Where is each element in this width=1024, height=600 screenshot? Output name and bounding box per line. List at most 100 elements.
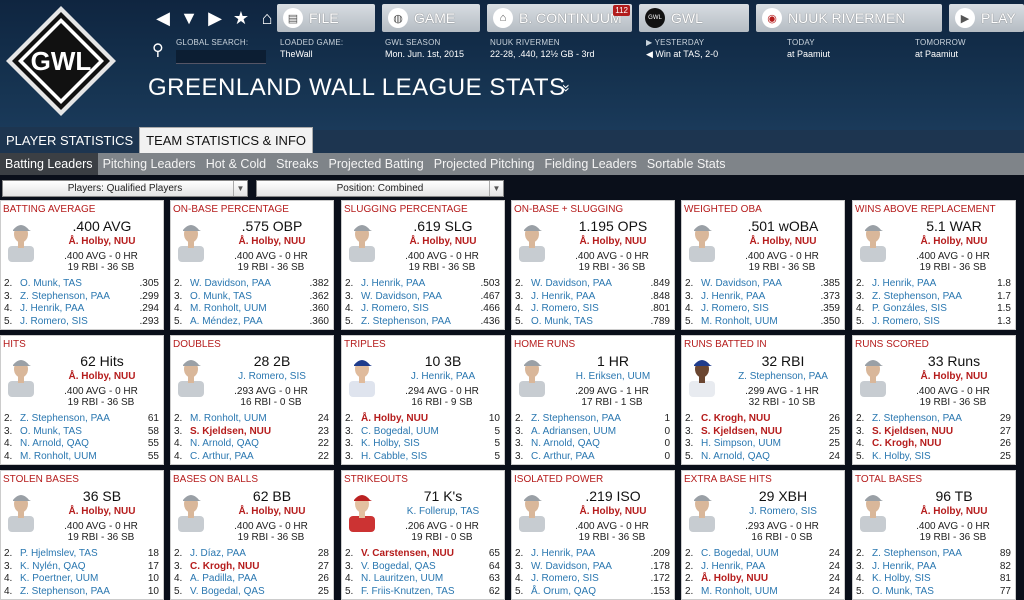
file-button[interactable]: ▤ FILE	[277, 4, 375, 32]
leader-card[interactable]: BASES ON BALLS 62 BB Å. Holby, NUU .400 AVG…	[170, 470, 334, 600]
title-chevron-icon[interactable]: »	[558, 84, 575, 92]
player-link[interactable]: Z. Stephenson, PAA	[20, 290, 110, 302]
player-link[interactable]: O. Munk, TAS	[190, 290, 252, 302]
player-avatar[interactable]	[858, 488, 888, 532]
player-link[interactable]: M. Ronholt, UUM	[701, 585, 778, 597]
player-link[interactable]: C. Krogh, NUU	[701, 413, 771, 424]
back-icon[interactable]: ◀	[156, 7, 170, 28]
subtab-hot-cold[interactable]: Hot & Cold	[205, 157, 267, 171]
leader-name[interactable]: Å. Holby, NUU	[238, 506, 306, 517]
player-avatar[interactable]	[517, 353, 547, 397]
leader-name[interactable]: K. Follerup, TAS	[406, 506, 480, 517]
player-link[interactable]: M. Ronholt, UUM	[701, 315, 778, 327]
player-link[interactable]: K. Nylén, QAQ	[20, 560, 86, 572]
player-link[interactable]: J. Henrik, PAA	[701, 290, 766, 302]
player-link[interactable]: N. Arnold, QAQ	[20, 438, 89, 449]
player-avatar[interactable]	[687, 353, 717, 397]
leader-name[interactable]: Å. Holby, NUU	[920, 506, 988, 517]
leader-card[interactable]: TRIPLES 10 3B J. Henrik, PAA .294 AVG - 0 H…	[341, 335, 505, 465]
home-icon[interactable]: ⌂	[261, 7, 273, 28]
player-link[interactable]: K. Holby, SIS	[872, 450, 931, 462]
player-link[interactable]: K. Poertner, UUM	[20, 573, 99, 584]
player-link[interactable]: C. Bogedal, UUM	[361, 425, 439, 437]
tab-team-statistics[interactable]: TEAM STATISTICS & INFO	[139, 127, 313, 153]
team-button[interactable]: ◉ NUUK RIVERMEN	[756, 4, 942, 32]
subtab-projected-pitching[interactable]: Projected Pitching	[433, 157, 535, 171]
continuum-button[interactable]: ⌂ B. CONTINUUM 112	[487, 4, 632, 32]
yesterday-result[interactable]: ◀ Win at TAS, 2-0	[646, 49, 719, 59]
leader-name[interactable]: Å. Holby, NUU	[238, 236, 306, 247]
leader-card[interactable]: EXTRA BASE HITS 29 XBH J. Romero, SIS .293 …	[681, 470, 845, 600]
player-link[interactable]: J. Henrik, PAA	[361, 278, 426, 289]
player-link[interactable]: W. Davidson, PAA	[701, 278, 782, 289]
player-link[interactable]: J. Henrik, PAA	[531, 290, 596, 302]
players-filter-dropdown[interactable]: Players: Qualified Players ▼	[2, 180, 248, 197]
leader-card[interactable]: RUNS BATTED IN 32 RBI Z. Stephenson, PAA .2…	[681, 335, 845, 465]
prev-arrow-icon[interactable]: ▶	[646, 38, 655, 47]
player-link[interactable]: S. Kjeldsen, NUU	[872, 425, 954, 437]
player-link[interactable]: W. Davidson, PAA	[361, 290, 442, 302]
tomorrow-game[interactable]: at Paamiut	[915, 49, 959, 59]
search-icon[interactable]: ⚲	[152, 42, 164, 59]
player-link[interactable]: N. Arnold, QAQ	[701, 450, 770, 462]
player-link[interactable]: J. Romero, SIS	[531, 303, 599, 314]
leader-name[interactable]: Å. Holby, NUU	[68, 371, 136, 382]
player-avatar[interactable]	[176, 488, 206, 532]
player-link[interactable]: Z. Stephenson, PAA	[20, 413, 110, 424]
subtab-batting-leaders[interactable]: Batting Leaders	[0, 153, 98, 175]
leader-card[interactable]: RUNS SCORED 33 Runs Å. Holby, NUU .400 AVG …	[852, 335, 1016, 465]
player-avatar[interactable]	[517, 218, 547, 262]
player-link[interactable]: V. Carstensen, NUU	[361, 548, 454, 559]
global-search-input[interactable]	[176, 50, 266, 64]
player-link[interactable]: M. Ronholt, UUM	[190, 413, 267, 424]
player-link[interactable]: C. Arthur, PAA	[190, 450, 254, 462]
player-link[interactable]: C. Arthur, PAA	[531, 450, 595, 462]
leader-card[interactable]: STRIKEOUTS 71 K's K. Follerup, TAS .206 AVG…	[341, 470, 505, 600]
player-link[interactable]: J. Romero, SIS	[872, 315, 940, 327]
player-link[interactable]: S. Kjeldsen, NUU	[190, 425, 272, 437]
player-link[interactable]: Z. Stephenson, PAA	[531, 413, 621, 424]
player-link[interactable]: Å. Holby, NUU	[701, 573, 769, 584]
today-game[interactable]: at Paamiut	[787, 49, 831, 59]
player-avatar[interactable]	[176, 353, 206, 397]
leader-card[interactable]: BATTING AVERAGE .400 AVG Å. Holby, NUU .400…	[0, 200, 164, 330]
player-link[interactable]: Z. Stephenson, PAA	[872, 413, 962, 424]
leader-name[interactable]: J. Romero, SIS	[238, 371, 306, 382]
player-avatar[interactable]	[347, 488, 377, 532]
leader-name[interactable]: Å. Holby, NUU	[579, 506, 647, 517]
leader-name[interactable]: Å. Holby, NUU	[749, 236, 817, 247]
subtab-pitching-leaders[interactable]: Pitching Leaders	[102, 157, 196, 171]
forward-icon[interactable]: ▶	[208, 7, 222, 28]
player-avatar[interactable]	[6, 218, 36, 262]
player-link[interactable]: Å. Orum, QAQ	[531, 585, 597, 597]
player-avatar[interactable]	[858, 353, 888, 397]
game-button[interactable]: ◍ GAME	[382, 4, 480, 32]
player-link[interactable]: W. Davidson, PAA	[531, 560, 612, 572]
leader-card[interactable]: HOME RUNS 1 HR H. Eriksen, UUM .209 AVG - 1…	[511, 335, 675, 465]
leader-name[interactable]: Å. Holby, NUU	[920, 371, 988, 382]
position-filter-dropdown[interactable]: Position: Combined ▼	[256, 180, 504, 197]
player-link[interactable]: W. Davidson, PAA	[531, 278, 612, 289]
leader-name[interactable]: Å. Holby, NUU	[579, 236, 647, 247]
player-link[interactable]: Z. Stephenson, PAA	[872, 290, 962, 302]
tab-player-statistics[interactable]: PLAYER STATISTICS	[0, 127, 140, 153]
player-link[interactable]: H. Simpson, UUM	[701, 438, 782, 449]
leader-card[interactable]: ON-BASE + SLUGGING 1.195 OPS Å. Holby, NUU…	[511, 200, 675, 330]
menu-down-icon[interactable]: ▼	[180, 7, 198, 28]
player-link[interactable]: J. Romero, SIS	[361, 303, 429, 314]
subtab-sortable-stats[interactable]: Sortable Stats	[646, 157, 726, 171]
leader-card[interactable]: WEIGHTED OBA .501 wOBA Å. Holby, NUU .400 A…	[681, 200, 845, 330]
player-avatar[interactable]	[347, 218, 377, 262]
leader-name[interactable]: Å. Holby, NUU	[920, 236, 988, 247]
player-link[interactable]: V. Bogedal, QAS	[361, 560, 436, 572]
star-icon[interactable]: ★	[232, 7, 250, 28]
player-avatar[interactable]	[6, 353, 36, 397]
leader-card[interactable]: TOTAL BASES 96 TB Å. Holby, NUU .400 AVG - …	[852, 470, 1016, 600]
player-link[interactable]: J. Henrik, PAA	[20, 303, 85, 314]
leader-card[interactable]: ISOLATED POWER .219 ISO Å. Holby, NUU .400 …	[511, 470, 675, 600]
player-link[interactable]: J. Romero, SIS	[531, 573, 599, 584]
player-link[interactable]: N. Lauritzen, UUM	[361, 573, 444, 584]
player-link[interactable]: J. Romero, SIS	[20, 315, 88, 327]
gwl-logo[interactable]: GWL	[4, 4, 118, 118]
leader-card[interactable]: WINS ABOVE REPLACEMENT 5.1 WAR Å. Holby, N…	[852, 200, 1016, 330]
